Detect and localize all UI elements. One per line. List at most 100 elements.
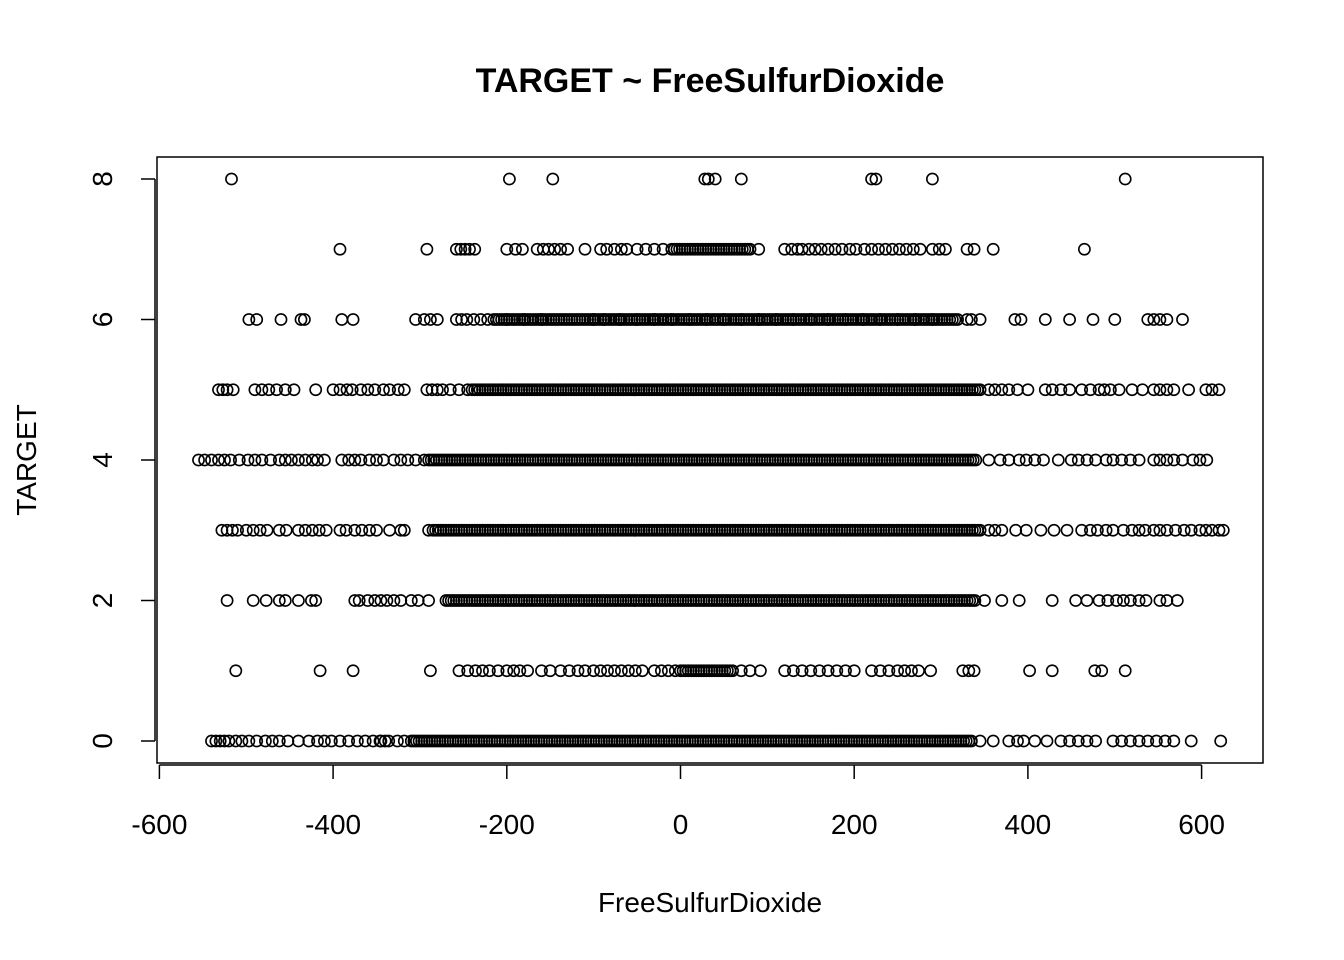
- data-point: [1160, 313, 1174, 326]
- data-point: [224, 453, 237, 467]
- data-point: [281, 734, 295, 748]
- data-point: [363, 453, 376, 467]
- data-point: [391, 383, 405, 397]
- data-point: [361, 383, 375, 397]
- data-point: [879, 242, 892, 256]
- data-point: [1125, 383, 1139, 397]
- data-point: [377, 453, 390, 467]
- data-point: [242, 734, 256, 748]
- data-point: [1023, 664, 1036, 678]
- data-point: [1084, 383, 1097, 397]
- data-point: [872, 242, 885, 256]
- data-point: [1115, 453, 1129, 467]
- y-tick-label: 4: [87, 452, 118, 468]
- data-point: [1193, 523, 1207, 537]
- data-point: [587, 664, 600, 678]
- data-point: [422, 594, 435, 607]
- data-point: [422, 523, 435, 537]
- data-point: [474, 313, 488, 326]
- data-point: [882, 664, 896, 678]
- data-point: [390, 734, 404, 748]
- data-point: [319, 523, 333, 537]
- data-point: [1040, 734, 1054, 748]
- data-point: [1132, 523, 1146, 537]
- data-point: [1019, 453, 1033, 467]
- data-point: [1054, 734, 1068, 748]
- data-point: [404, 594, 418, 607]
- data-point: [1117, 523, 1130, 537]
- data-point: [1160, 453, 1174, 467]
- data-point: [1084, 523, 1097, 537]
- x-tick-label: -400: [305, 809, 361, 840]
- data-point: [869, 172, 883, 186]
- x-axis-label: FreeSulfurDioxide: [598, 887, 822, 918]
- data-point: [1125, 523, 1139, 537]
- data-point: [311, 734, 324, 748]
- data-point: [361, 594, 375, 607]
- data-point: [455, 313, 468, 326]
- data-point: [886, 242, 899, 256]
- data-point: [1169, 523, 1182, 537]
- data-point: [1080, 594, 1094, 607]
- x-tick-label: 600: [1178, 809, 1225, 840]
- data-point: [932, 242, 946, 256]
- data-point: [1106, 523, 1120, 537]
- data-point: [1002, 383, 1016, 397]
- data-point: [1212, 523, 1226, 537]
- data-point: [1158, 734, 1172, 748]
- data-point: [1054, 383, 1068, 397]
- data-point: [734, 172, 748, 186]
- data-point: [594, 242, 607, 256]
- data-point: [1106, 453, 1120, 467]
- data-point: [1160, 523, 1174, 537]
- data-point: [965, 313, 978, 326]
- data-point: [387, 453, 401, 467]
- data-point: [368, 383, 382, 397]
- data-point: [968, 594, 982, 607]
- data-point: [309, 594, 323, 607]
- data-point: [858, 242, 871, 256]
- data-point: [420, 242, 434, 256]
- data-point: [242, 313, 256, 326]
- data-point: [521, 664, 534, 678]
- data-point: [1112, 383, 1126, 397]
- data-point: [601, 664, 614, 678]
- data-point: [380, 594, 394, 607]
- data-point: [787, 664, 800, 678]
- y-tick-label: 8: [87, 171, 118, 187]
- data-point: [813, 664, 826, 678]
- data-point: [830, 664, 844, 678]
- data-point: [1160, 594, 1174, 607]
- data-point: [205, 453, 218, 467]
- plot-frame: [156, 156, 1264, 764]
- data-point: [241, 453, 255, 467]
- data-point: [1099, 453, 1113, 467]
- data-point: [397, 734, 411, 748]
- data-point: [235, 734, 249, 748]
- data-point: [1045, 664, 1059, 678]
- data-point: [1101, 594, 1115, 607]
- data-point: [1115, 734, 1129, 748]
- data-point: [469, 664, 482, 678]
- data-point: [978, 594, 991, 607]
- data-point: [608, 664, 621, 678]
- data-point: [648, 664, 661, 678]
- data-point: [324, 734, 338, 748]
- data-point: [1186, 453, 1200, 467]
- data-point: [333, 383, 347, 397]
- data-point: [326, 383, 340, 397]
- data-point: [250, 734, 264, 748]
- data-point: [1139, 594, 1153, 607]
- data-point: [454, 242, 468, 256]
- data-point: [259, 594, 273, 607]
- data-point: [1034, 523, 1048, 537]
- data-point: [905, 664, 918, 678]
- data-point: [394, 453, 408, 467]
- data-point: [995, 383, 1009, 397]
- data-point: [1118, 172, 1132, 186]
- data-point: [209, 734, 223, 748]
- data-point: [960, 242, 974, 256]
- data-point: [1147, 453, 1161, 467]
- data-point: [401, 453, 415, 467]
